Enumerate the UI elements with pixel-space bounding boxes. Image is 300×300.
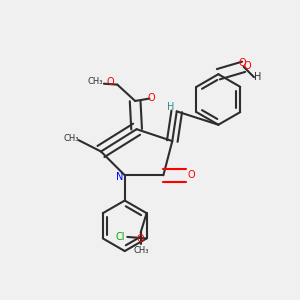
Text: H: H xyxy=(254,72,262,82)
Text: CH₃: CH₃ xyxy=(88,77,103,86)
Text: O: O xyxy=(238,58,246,68)
Text: O: O xyxy=(244,61,251,71)
Text: N: N xyxy=(116,172,123,182)
Text: O: O xyxy=(107,77,115,87)
Text: H: H xyxy=(167,102,175,112)
Text: O: O xyxy=(137,234,145,244)
Text: CH₃: CH₃ xyxy=(134,246,149,255)
Text: CH₃: CH₃ xyxy=(64,134,79,143)
Text: O: O xyxy=(148,93,155,103)
Text: O: O xyxy=(187,170,195,180)
Text: Cl: Cl xyxy=(115,232,124,242)
